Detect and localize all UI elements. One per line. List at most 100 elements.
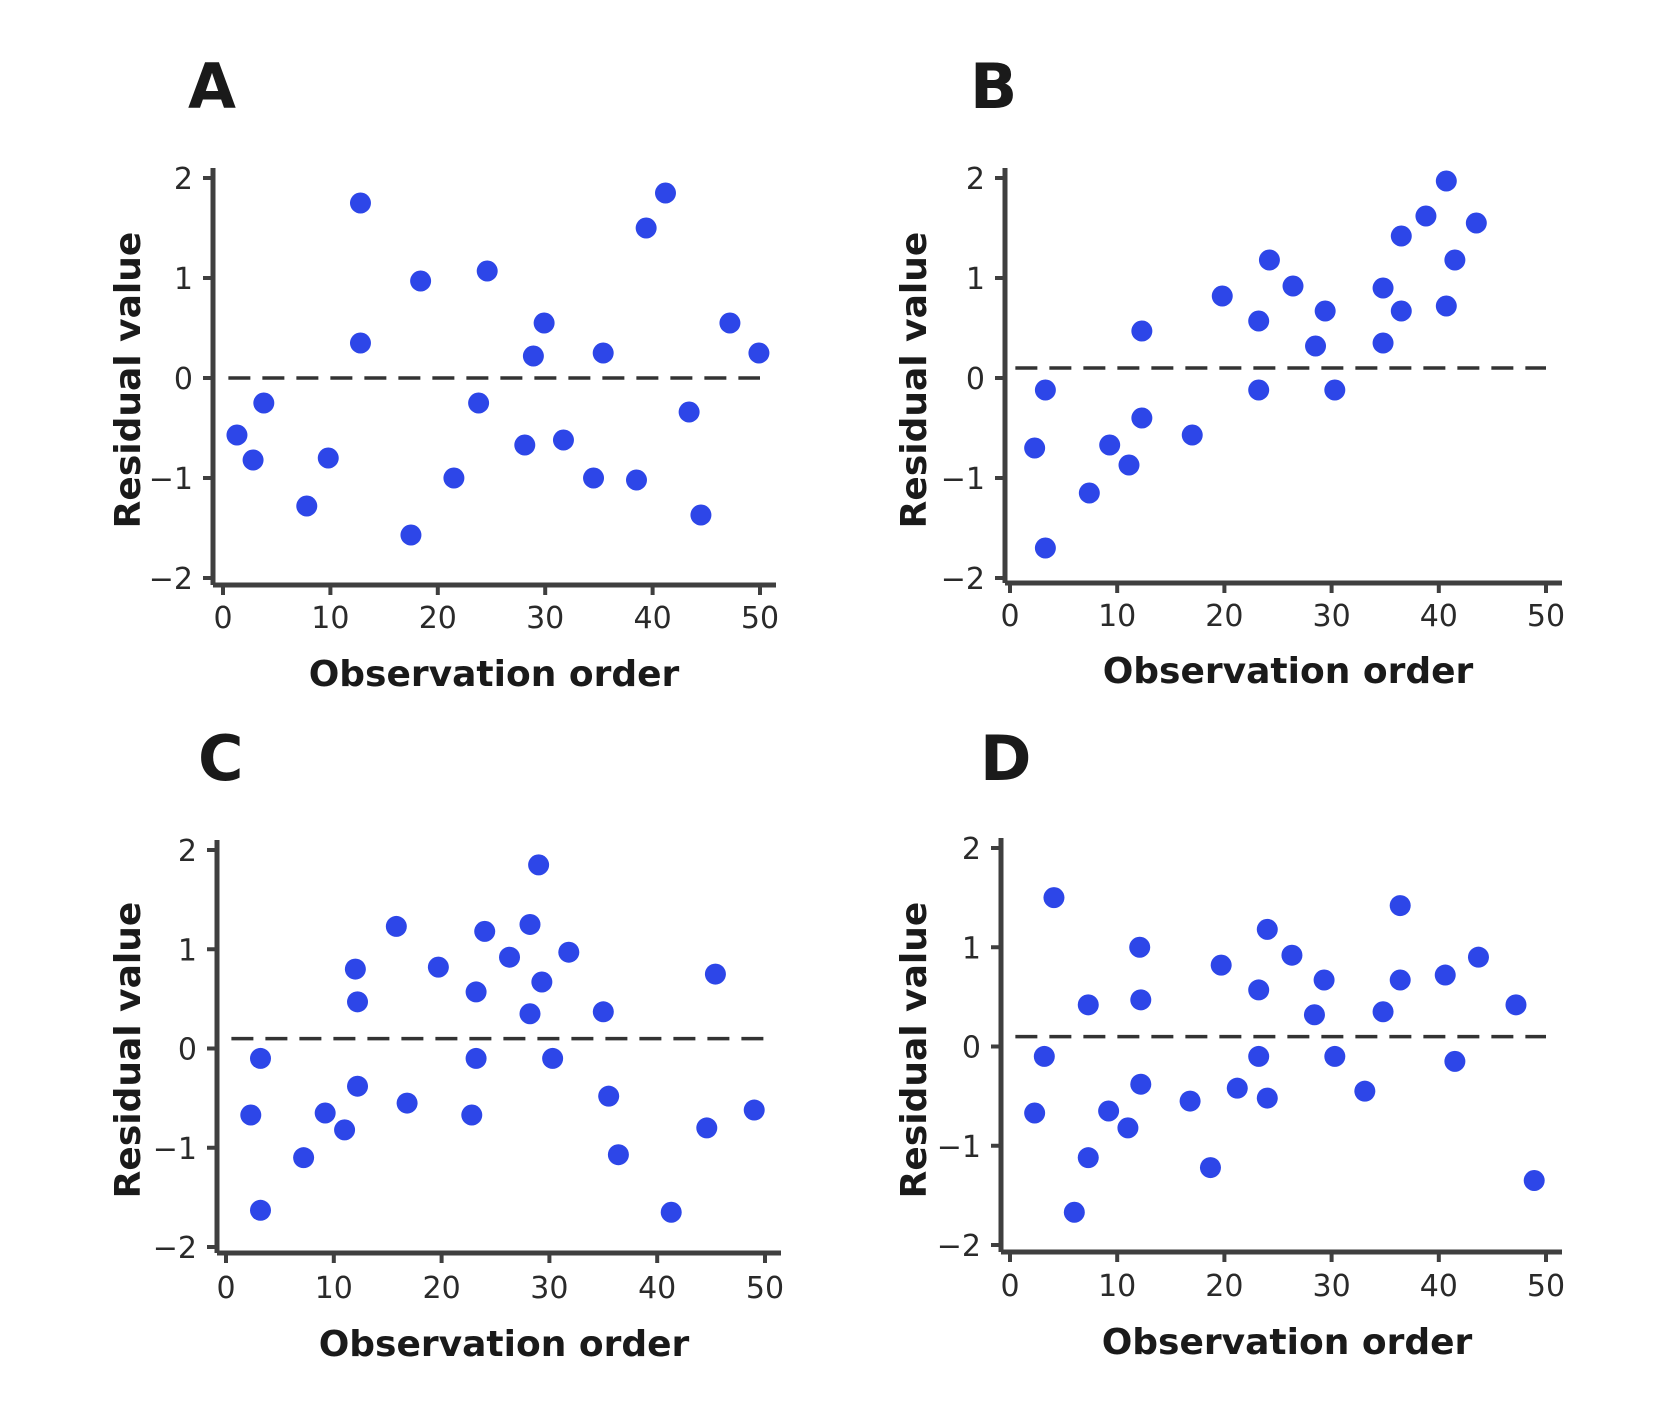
data-point [528,854,550,876]
data-point [1179,1090,1201,1112]
data-point [1034,379,1056,401]
data-point [1248,379,1270,401]
data-point [1435,170,1457,192]
x-tick-label: 40 [1420,1269,1458,1304]
data-point [1129,936,1151,958]
data-point [240,1104,262,1126]
x-tick-label: 0 [213,601,232,636]
data-point [519,1003,541,1025]
data-point [1077,994,1099,1016]
data-point [242,449,264,471]
y-axis-title: Residual value [894,232,935,529]
data-point [1033,1045,1055,1067]
data-point [533,312,555,334]
y-tick-label: 1 [962,931,981,966]
x-tick-label: 20 [423,1271,461,1306]
y-axis-title: Residual value [894,902,935,1199]
data-point [468,392,490,414]
x-axis-title: Observation order [1103,651,1474,692]
y-tick-label: 2 [966,162,985,197]
data-point [654,182,676,204]
data-point [1523,1169,1545,1191]
data-point [583,467,605,489]
x-tick-label: 10 [315,1271,353,1306]
data-point [396,1092,418,1114]
y-tick-label: −1 [153,1132,197,1167]
data-point [1372,332,1394,354]
data-point [1024,1102,1046,1124]
data-point [1117,1117,1139,1139]
data-point [1131,407,1153,429]
data-point [1130,1073,1152,1095]
y-tick-label: −1 [941,462,985,497]
data-point [1063,1201,1085,1223]
data-point [347,991,369,1013]
y-tick-label: 1 [966,262,985,297]
x-tick-label: 50 [1527,599,1565,634]
x-tick-label: 30 [1313,599,1351,634]
data-point [1211,285,1233,307]
data-point [1199,1157,1221,1179]
y-tick-label: −2 [937,1229,981,1264]
x-tick-label: 40 [634,601,672,636]
data-point [1314,300,1336,322]
data-point [1390,300,1412,322]
data-point [461,1104,483,1126]
data-point [1415,205,1437,227]
data-point [660,1201,682,1223]
y-tick-label: 2 [962,832,981,867]
y-tick-label: 2 [174,162,193,197]
data-point [474,920,496,942]
data-point [514,434,536,456]
data-point [1248,310,1270,332]
data-point [748,342,770,364]
y-tick-label: −2 [153,1231,197,1266]
x-axis-title: Observation order [309,654,680,695]
data-point [1210,954,1232,976]
data-point [1024,437,1046,459]
x-tick-label: 20 [1205,599,1243,634]
y-tick-label: 0 [174,362,193,397]
data-point [1130,989,1152,1011]
y-tick-label: −1 [937,1130,981,1165]
data-point [344,958,366,980]
x-tick-label: 20 [419,601,457,636]
data-point [1505,994,1527,1016]
data-point [249,1199,271,1221]
data-point [1444,1050,1466,1072]
data-point [592,342,614,364]
data-point [317,447,339,469]
panel-label: C [198,722,244,795]
data-point [1372,1001,1394,1023]
data-point [1372,277,1394,299]
x-axis-title: Observation order [319,1324,690,1365]
data-point [696,1117,718,1139]
data-point [385,915,407,937]
panel-label: A [188,50,236,123]
data-point [1324,1045,1346,1067]
data-point [519,913,541,935]
x-tick-label: 10 [1098,599,1136,634]
data-point [592,1001,614,1023]
data-point [531,971,553,993]
data-point [1256,1087,1278,1109]
x-tick-label: 30 [1313,1269,1351,1304]
data-point [249,1047,271,1069]
x-tick-label: 40 [638,1271,676,1306]
x-tick-label: 10 [1098,1269,1136,1304]
data-point [690,504,712,526]
data-point [1390,225,1412,247]
x-tick-label: 50 [746,1271,784,1306]
data-point [349,332,371,354]
x-tick-label: 20 [1205,1269,1243,1304]
data-point [1226,1077,1248,1099]
data-point [1098,1100,1120,1122]
x-tick-label: 40 [1420,599,1458,634]
data-point [296,495,318,517]
data-point [625,469,647,491]
data-point [743,1099,765,1121]
